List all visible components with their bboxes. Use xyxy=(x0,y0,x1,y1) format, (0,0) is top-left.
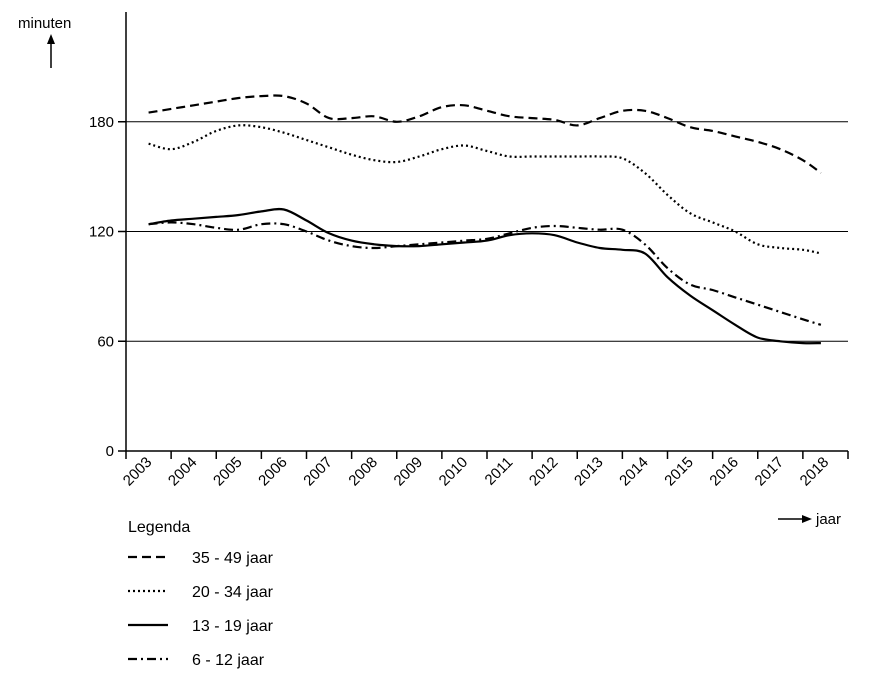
x-tick-label-2017: 2017 xyxy=(752,454,788,490)
x-tick-label-2013: 2013 xyxy=(571,454,607,490)
x-tick-label-2018: 2018 xyxy=(797,454,833,490)
x-tick-label-2014: 2014 xyxy=(616,454,652,490)
x-tick-label-2005: 2005 xyxy=(210,454,246,490)
legend-title: Legenda xyxy=(128,519,190,536)
x-tick-label-2006: 2006 xyxy=(255,454,291,490)
series-line-20-34jaar xyxy=(148,124,822,255)
x-tick-label-2016: 2016 xyxy=(706,454,742,490)
y-axis-label: minuten xyxy=(18,15,71,32)
gridlines xyxy=(126,121,848,342)
x-axis-ticks: 2003 2004 2005 2006 2007 2008 2009 2010 2011 2012… xyxy=(120,451,849,490)
legend-label-20-34jaar: 20 - 34 jaar xyxy=(192,584,274,601)
x-tick-label-2007: 2007 xyxy=(300,454,336,490)
y-tick-label-180: 180 xyxy=(89,114,114,131)
x-tick-label-2011: 2011 xyxy=(482,454,517,489)
y-axis-ticks: 0 60 120 180 xyxy=(89,114,126,460)
y-tick-label-60: 60 xyxy=(97,333,114,350)
legend-label-35-49jaar: 35 - 49 jaar xyxy=(192,550,274,567)
series-line-35-49jaar xyxy=(148,94,822,174)
legend-label-13-19jaar: 13 - 19 jaar xyxy=(192,618,274,635)
x-tick-label-2009: 2009 xyxy=(391,454,427,490)
y-axis-label-arrow xyxy=(47,34,55,68)
legend: 35 - 49 jaar 20 - 34 jaar 13 - 19 jaar 6 - … xyxy=(128,550,274,669)
x-tick-label-2010: 2010 xyxy=(436,454,472,490)
series-line-6-12jaar xyxy=(148,221,822,326)
x-axis-label: jaar xyxy=(815,511,841,528)
y-tick-label-0: 0 xyxy=(106,443,114,460)
x-tick-label-2008: 2008 xyxy=(345,454,381,490)
x-tick-label-2012: 2012 xyxy=(526,454,562,490)
x-tick-label-2015: 2015 xyxy=(661,454,697,490)
x-axis-label-arrow xyxy=(778,515,812,523)
series-line-13-19jaar xyxy=(148,207,821,345)
x-tick-label-2004: 2004 xyxy=(165,454,201,490)
x-tick-label-2003: 2003 xyxy=(120,454,156,490)
legend-label-6-12jaar: 6 - 12 jaar xyxy=(192,652,265,669)
y-tick-label-120: 120 xyxy=(89,224,114,241)
series-lines xyxy=(148,94,822,345)
